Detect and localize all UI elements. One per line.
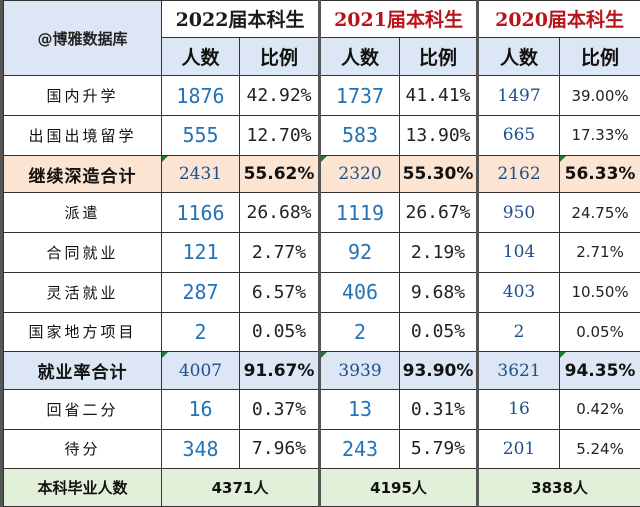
ratio-2021: 9.68%: [399, 271, 479, 313]
count-2020: 665: [476, 115, 561, 156]
subtotal-row-further-study: 继续深造合计 2431 55.62% 2320 55.30% 2162 56.3…: [3, 154, 640, 194]
count-2021: 583: [318, 115, 401, 156]
table-row: 灵活就业 287 6.57% 406 9.68% 403 10.50%: [3, 271, 640, 313]
table-row: 国内升学 1876 42.92% 1737 41.41% 1497 39.00%: [3, 75, 640, 117]
row-label: 待分: [3, 428, 162, 470]
table-row: 待分 348 7.96% 243 5.79% 201 5.24%: [3, 428, 640, 470]
ratio-2022: 0.05%: [238, 311, 321, 353]
ratio-2021: 5.79%: [399, 428, 479, 470]
count-2021: 406: [318, 271, 401, 313]
ratio-2020: 5.24%: [559, 428, 640, 470]
count-2021: 2320: [318, 154, 401, 194]
count-2020: 201: [476, 428, 561, 470]
count-2020: 403: [476, 271, 561, 313]
ratio-2021: 93.90%: [399, 351, 479, 390]
row-label: 回省二分: [3, 388, 162, 430]
graduates-total-row: 本科毕业人数 4371人 4195人 3838人: [3, 468, 640, 507]
count-2022: 2431: [161, 154, 240, 194]
ratio-2021: 26.67%: [399, 192, 479, 234]
ratio-2022: 42.92%: [238, 75, 321, 117]
col-ratio-2020: 比例: [559, 36, 640, 77]
year-header-row: @博雅数据库 2022届本科生 2021届本科生 2020届本科生: [3, 0, 640, 77]
col-count-2020: 人数: [476, 36, 561, 77]
subtotal-row-employment-rate: 就业率合计 4007 91.67% 3939 93.90% 3621 94.35…: [3, 351, 640, 390]
employment-table: @博雅数据库 2022届本科生 2021届本科生 2020届本科生 人数 比例 …: [3, 0, 640, 507]
count-2022: 348: [161, 428, 240, 470]
ratio-2022: 0.37%: [238, 388, 321, 430]
table-row: 回省二分 16 0.37% 13 0.31% 16 0.42%: [3, 388, 640, 430]
table-row: 出国出境留学 555 12.70% 583 13.90% 665 17.33%: [3, 115, 640, 156]
count-2022: 555: [161, 115, 240, 156]
ratio-2021: 0.05%: [399, 311, 479, 353]
row-label: 国内升学: [3, 75, 162, 117]
ratio-2022: 6.57%: [238, 271, 321, 313]
ratio-2020: 2.71%: [559, 232, 640, 273]
year-2020-header: 2020届本科生: [476, 0, 640, 38]
count-2021: 1119: [318, 192, 401, 234]
row-label: 出国出境留学: [3, 115, 162, 156]
total-2021: 4195人: [318, 468, 479, 507]
ratio-2020: 0.05%: [559, 311, 640, 353]
row-label: 继续深造合计: [3, 154, 162, 194]
count-2022: 121: [161, 232, 240, 273]
ratio-2021: 55.30%: [399, 154, 479, 194]
count-2021: 92: [318, 232, 401, 273]
table-row: 派遣 1166 26.68% 1119 26.67% 950 24.75%: [3, 192, 640, 234]
column-header-row: 人数 比例 人数 比例 人数 比例: [4, 36, 640, 77]
count-2020: 2162: [476, 154, 561, 194]
count-2020: 1497: [476, 75, 561, 117]
ratio-2022: 7.96%: [238, 428, 321, 470]
row-label: 就业率合计: [3, 351, 162, 390]
count-2022: 4007: [161, 351, 240, 390]
row-label: 国家地方项目: [3, 311, 162, 353]
table-row: 国家地方项目 2 0.05% 2 0.05% 2 0.05%: [3, 311, 640, 353]
count-2021: 13: [318, 388, 401, 430]
total-2020: 3838人: [476, 468, 640, 507]
count-2021: 243: [318, 428, 401, 470]
ratio-2020: 56.33%: [559, 154, 640, 194]
row-label: 合同就业: [3, 232, 162, 273]
total-label: 本科毕业人数: [3, 468, 162, 507]
count-2022: 1876: [161, 75, 240, 117]
ratio-2020: 10.50%: [559, 271, 640, 313]
row-label: 派遣: [3, 192, 162, 234]
ratio-2020: 24.75%: [559, 192, 640, 234]
ratio-2021: 41.41%: [399, 75, 479, 117]
count-2022: 1166: [161, 192, 240, 234]
ratio-2020: 0.42%: [559, 388, 640, 430]
ratio-2022: 91.67%: [238, 351, 321, 390]
row-label: 灵活就业: [3, 271, 162, 313]
ratio-2021: 13.90%: [399, 115, 479, 156]
ratio-2022: 2.77%: [238, 232, 321, 273]
ratio-2021: 2.19%: [399, 232, 479, 273]
count-2021: 2: [318, 311, 401, 353]
ratio-2020: 39.00%: [559, 75, 640, 117]
year-2022-header: 2022届本科生: [160, 0, 321, 38]
count-2020: 950: [476, 192, 561, 234]
source-watermark: @博雅数据库: [3, 0, 162, 77]
count-2022: 16: [161, 388, 240, 430]
table-row: 合同就业 121 2.77% 92 2.19% 104 2.71%: [3, 232, 640, 273]
ratio-2021: 0.31%: [399, 388, 479, 430]
total-2022: 4371人: [160, 468, 321, 507]
year-2021-header: 2021届本科生: [318, 0, 479, 38]
count-2020: 2: [476, 311, 561, 353]
ratio-2020: 94.35%: [559, 351, 640, 390]
col-count-2021: 人数: [318, 36, 401, 77]
count-2021: 3939: [318, 351, 401, 390]
ratio-2022: 55.62%: [238, 154, 321, 194]
ratio-2022: 26.68%: [238, 192, 321, 234]
ratio-2022: 12.70%: [238, 115, 321, 156]
count-2021: 1737: [318, 75, 401, 117]
count-2020: 104: [476, 232, 561, 273]
count-2020: 3621: [476, 351, 561, 390]
col-ratio-2022: 比例: [238, 36, 321, 77]
col-count-2022: 人数: [161, 36, 240, 77]
ratio-2020: 17.33%: [559, 115, 640, 156]
count-2020: 16: [476, 388, 561, 430]
col-ratio-2021: 比例: [399, 36, 479, 77]
count-2022: 287: [161, 271, 240, 313]
count-2022: 2: [161, 311, 240, 353]
